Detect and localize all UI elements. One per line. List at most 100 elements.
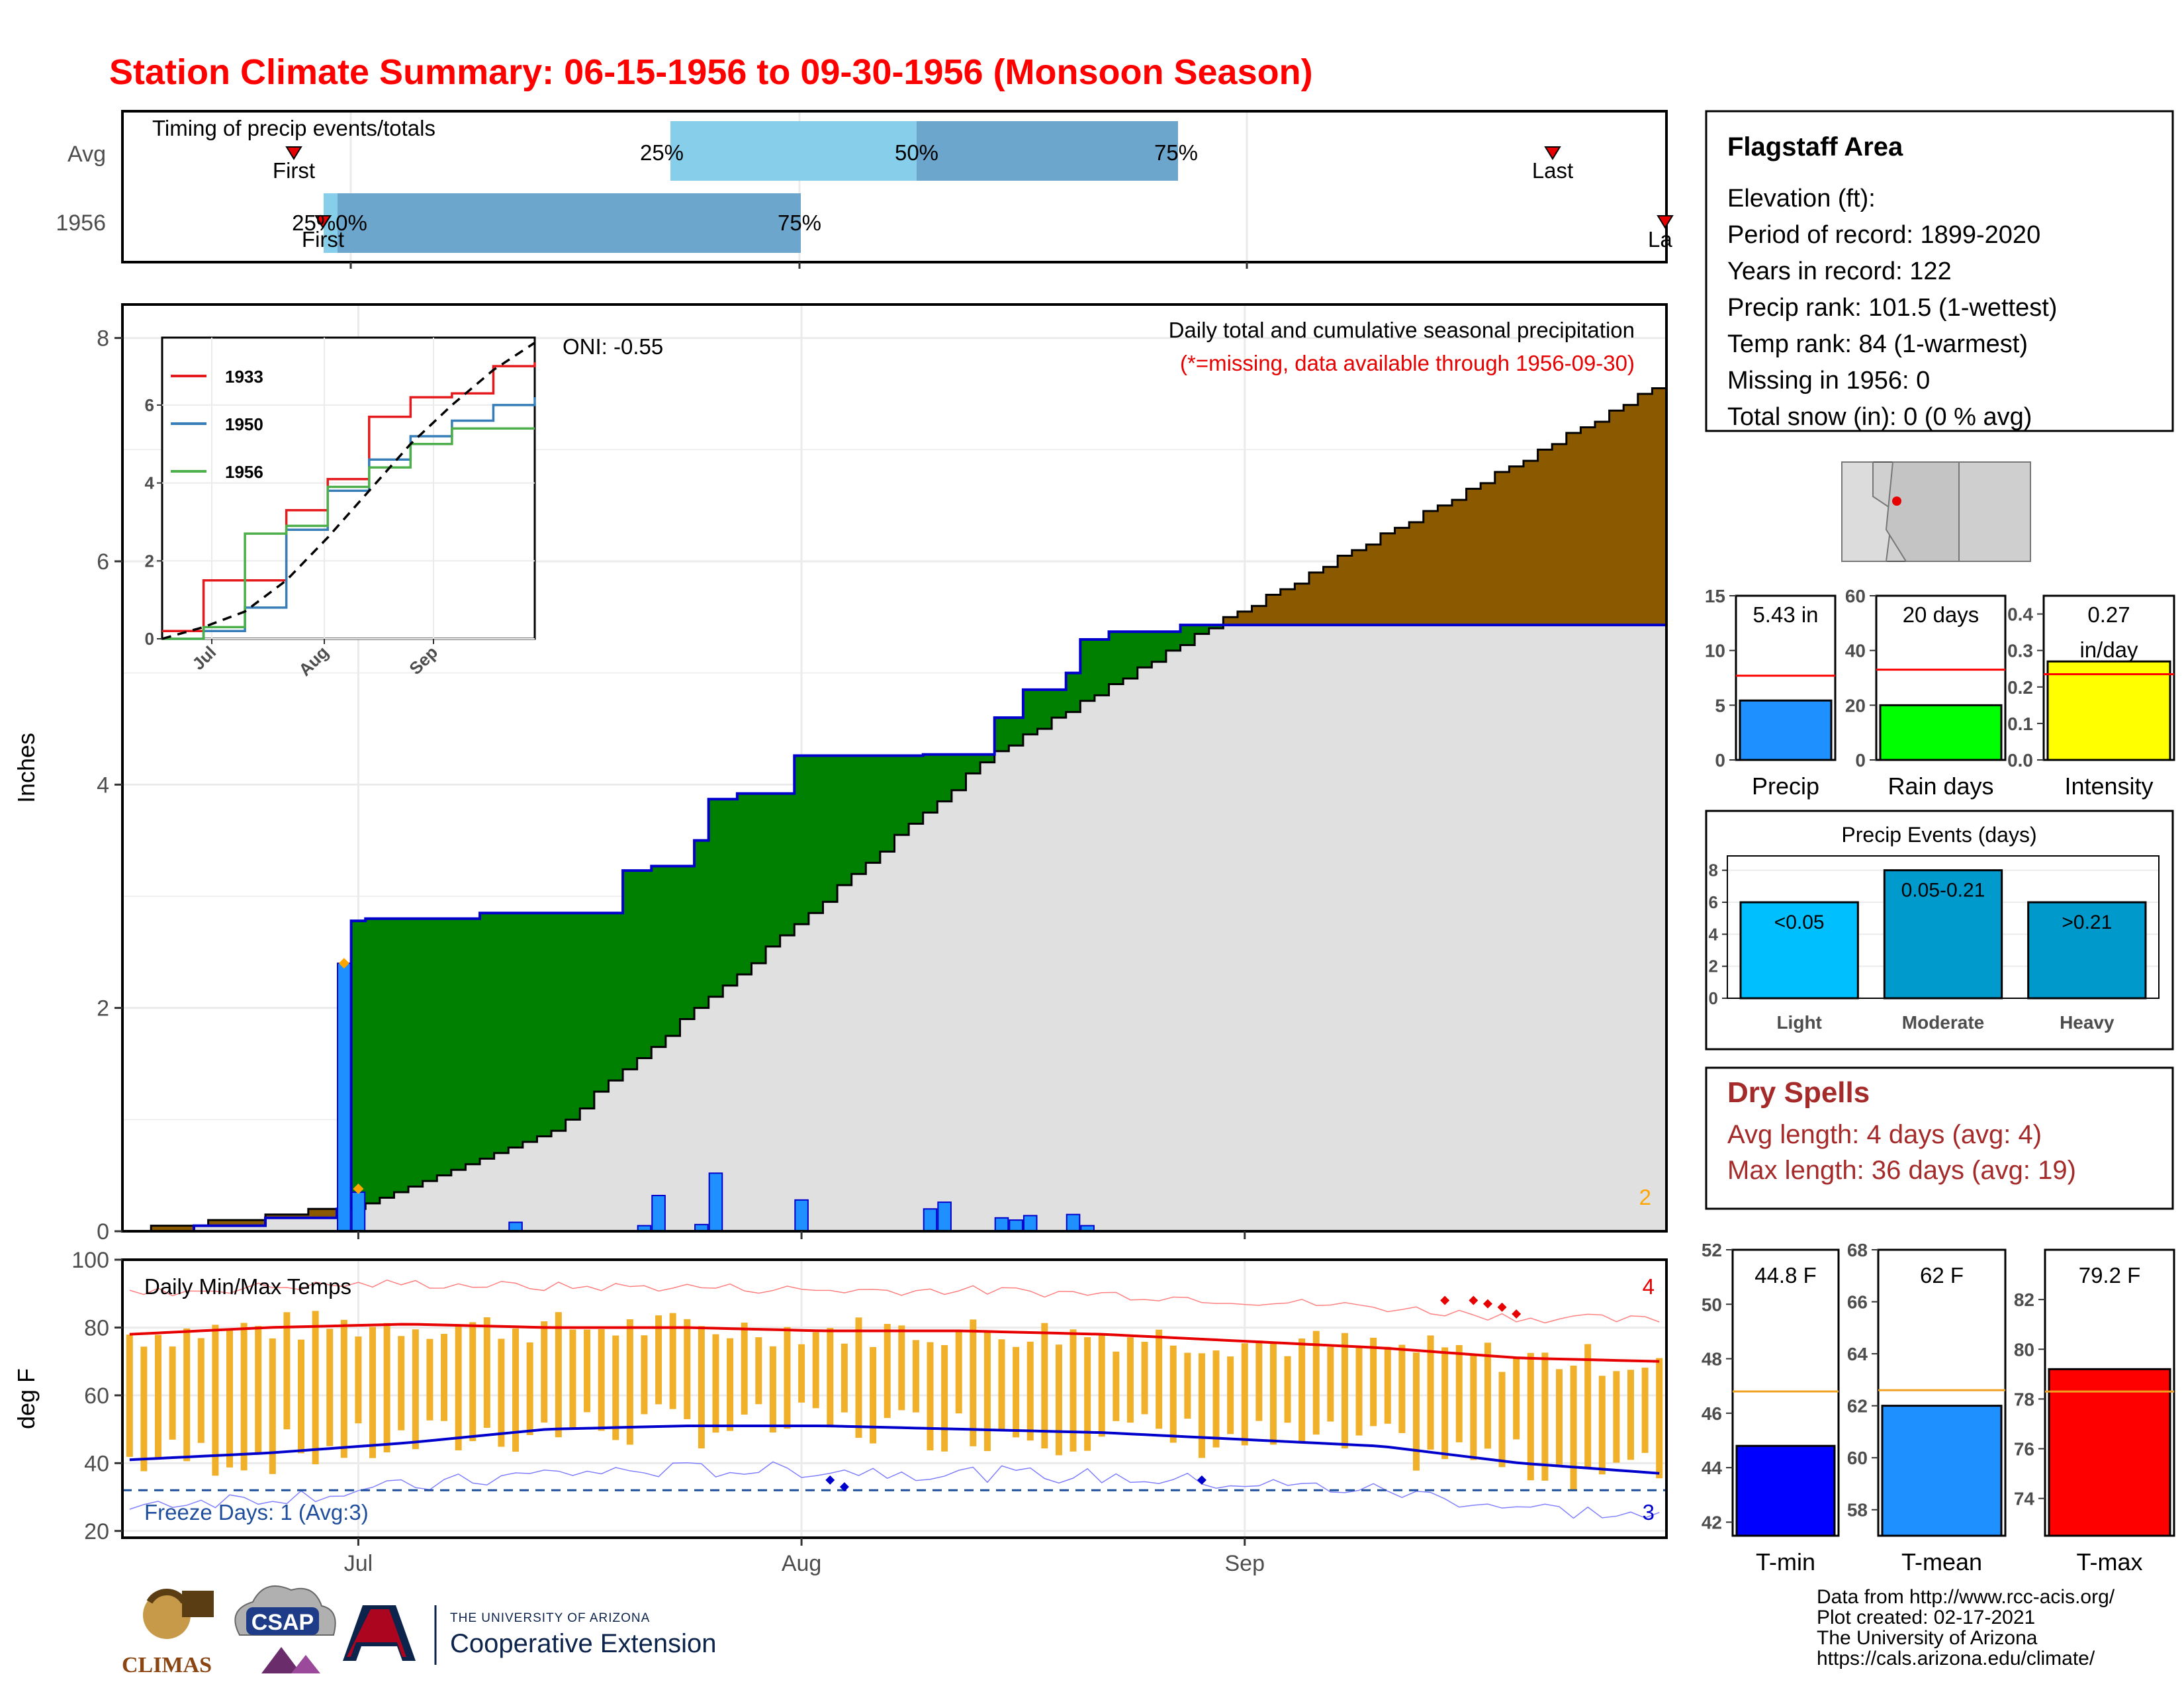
daily-temp-range-bar	[569, 1329, 576, 1429]
precip-event-bar	[2027, 901, 2147, 1000]
row-label-avg: Avg	[68, 142, 106, 167]
station-info-line: Missing in 1956: 0	[1727, 367, 1930, 395]
freeze-days-label: Freeze Days: 1 (Avg:3)	[144, 1500, 369, 1524]
events-y-tick-label: 0	[1709, 988, 1718, 1008]
daily-temp-range-bar	[1084, 1337, 1091, 1451]
daily-precip-bar	[651, 1195, 666, 1232]
events-y-tick-label: 6	[1709, 892, 1718, 912]
daily-temp-range-bar	[312, 1311, 319, 1465]
precip-events-chart: Precip Events (days) 0 2 4 6 8 <0.05 Light 0.05…	[1705, 810, 2174, 1051]
year-first-marker	[314, 215, 332, 229]
inset-series-line	[162, 427, 535, 640]
season-value-label: 20 days	[1903, 602, 1979, 627]
temp-y-tick-label: 60	[1847, 1448, 1868, 1468]
record-high-marker	[1469, 1295, 1479, 1305]
daily-temp-range-bar	[1613, 1371, 1620, 1463]
average-cumulative-line	[122, 387, 1666, 1233]
timing-panel: Timing of precip events/totals Avg 1956 …	[56, 110, 1674, 269]
daily-temp-range-bar	[526, 1342, 533, 1435]
temp-y-tick-label: 64	[1847, 1344, 1868, 1364]
temp-summary-bars: 42 44 46 48 50 52 44.8 F T-min 58 60 62 64 66 68 62 F T…	[1702, 1240, 2175, 1575]
daily-temp-range-bar	[340, 1319, 347, 1458]
daily-temp-range-bar	[1484, 1342, 1491, 1449]
season-value-label: in/day	[2079, 637, 2138, 662]
temp-value-bar	[1735, 1444, 1836, 1537]
events-y-tick-label: 8	[1709, 861, 1718, 880]
x-axis-month-label: Sep	[1224, 1551, 1265, 1576]
footer-credits: Data from http://www.rcc-acis.org/ Plot …	[1817, 1586, 2115, 1669]
mini-y-tick-label: 15	[1705, 586, 1725, 606]
daily-temp-range-bar	[1227, 1356, 1234, 1434]
temp-value-bar	[2048, 1368, 2171, 1537]
precip-y-tick-label: 2	[97, 996, 109, 1021]
daily-temp-range-bar	[712, 1334, 719, 1433]
temp-chart-label: T-max	[2076, 1548, 2142, 1575]
season-value-bar	[1739, 699, 1833, 761]
daily-temp-range-bar	[1370, 1337, 1377, 1427]
daily-temp-range-bar	[1513, 1358, 1520, 1440]
daily-temp-range-bar	[126, 1335, 133, 1457]
daily-temp-range-bar	[169, 1346, 176, 1440]
precip-note: Daily total and cumulative seasonal prec…	[1169, 318, 1635, 342]
temp-y-tick-label: 80	[84, 1315, 109, 1340]
ua-name-text: THE UNIVERSITY OF ARIZONA	[450, 1611, 650, 1625]
station-info-line: Total snow (in): 0 (0 % avg)	[1727, 403, 2032, 431]
locator-map	[1841, 461, 2031, 562]
precip-y-tick-label: 4	[97, 773, 109, 798]
record-high-marker	[1440, 1295, 1450, 1305]
daily-precip-bar	[337, 962, 351, 1232]
freeze-days-count: 3	[1643, 1500, 1655, 1524]
daily-temp-range-bar	[1455, 1344, 1463, 1442]
daily-temp-range-bar	[1241, 1343, 1248, 1446]
daily-temp-range-bar	[669, 1313, 676, 1409]
daily-precip-bar	[508, 1221, 523, 1232]
daily-temp-range-bar	[1026, 1341, 1034, 1441]
precip-event-bar-label: 0.05-0.21	[1901, 880, 1985, 902]
daily-temp-range-bar	[1169, 1345, 1177, 1443]
temp-y-tick-label: 46	[1702, 1403, 1722, 1424]
mini-y-tick-label: 60	[1845, 586, 1866, 606]
daily-temp-range-bar	[1627, 1370, 1634, 1460]
daily-temp-range-bar	[612, 1335, 619, 1440]
inset-average-line	[161, 342, 535, 640]
temp-panel-title: Daily Min/Max Temps	[144, 1274, 351, 1299]
avg-last-marker	[1544, 146, 1561, 160]
oni-label: ONI: -0.55	[563, 334, 663, 359]
station-info-line: Years in record: 122	[1727, 258, 1952, 285]
daily-temp-range-bar	[898, 1325, 905, 1411]
daily-temp-range-bar	[1541, 1352, 1549, 1481]
daily-temp-range-bar	[684, 1319, 691, 1419]
precip-y-tick-label: 0	[97, 1219, 109, 1244]
missing-note: (*=missing, data available through 1956-…	[1180, 351, 1635, 375]
csap-text: CSAP	[251, 1610, 314, 1635]
temp-y-tick-label: 40	[84, 1451, 109, 1476]
avg-first-label: First	[273, 158, 315, 183]
station-info-line: Period of record: 1899-2020	[1727, 221, 2040, 249]
dry-spells-avg: Avg length: 4 days (avg: 4)	[1727, 1120, 2042, 1149]
temp-panel: Daily Min/Max Temps Freeze Days: 1 (Avg:…	[13, 1248, 1668, 1576]
temp-y-tick-label: 74	[2014, 1489, 2035, 1509]
mini-y-tick-label: 10	[1705, 641, 1725, 661]
daily-temp-range-bar	[812, 1332, 819, 1409]
daily-temp-range-bar	[727, 1338, 734, 1431]
daily-temp-range-bar	[912, 1340, 919, 1413]
dry-spells-max: Max length: 36 days (avg: 19)	[1727, 1156, 2076, 1185]
daily-temp-range-bar	[1412, 1352, 1420, 1471]
csap-logo: CSAP	[234, 1585, 336, 1673]
inset-y-tick-label: 4	[145, 473, 155, 493]
temp-value-bar	[1881, 1405, 2003, 1537]
daily-temp-range-bar	[1041, 1323, 1048, 1449]
avg-25-50-bar	[670, 121, 917, 181]
mini-y-tick-label: 20	[1845, 695, 1866, 716]
daily-temp-range-bar	[298, 1339, 305, 1454]
dry-spells-title: Dry Spells	[1727, 1076, 1870, 1109]
precip-events-title: Precip Events (days)	[1841, 823, 2036, 847]
mini-y-tick-label: 0	[1715, 750, 1725, 771]
precip-event-category: Light	[1776, 1012, 1821, 1033]
precip-event-category: Moderate	[1902, 1012, 1984, 1033]
temp-value-label: 44.8 F	[1754, 1263, 1817, 1288]
record-high-marker	[1482, 1299, 1492, 1309]
avg-p50-label: 50%	[895, 140, 938, 165]
record-low-marker	[1197, 1475, 1206, 1485]
season-totals-bars: 0 5 10 15 5.43 in Precip 0 20 40 60 20 days Rain da…	[1705, 586, 2175, 800]
